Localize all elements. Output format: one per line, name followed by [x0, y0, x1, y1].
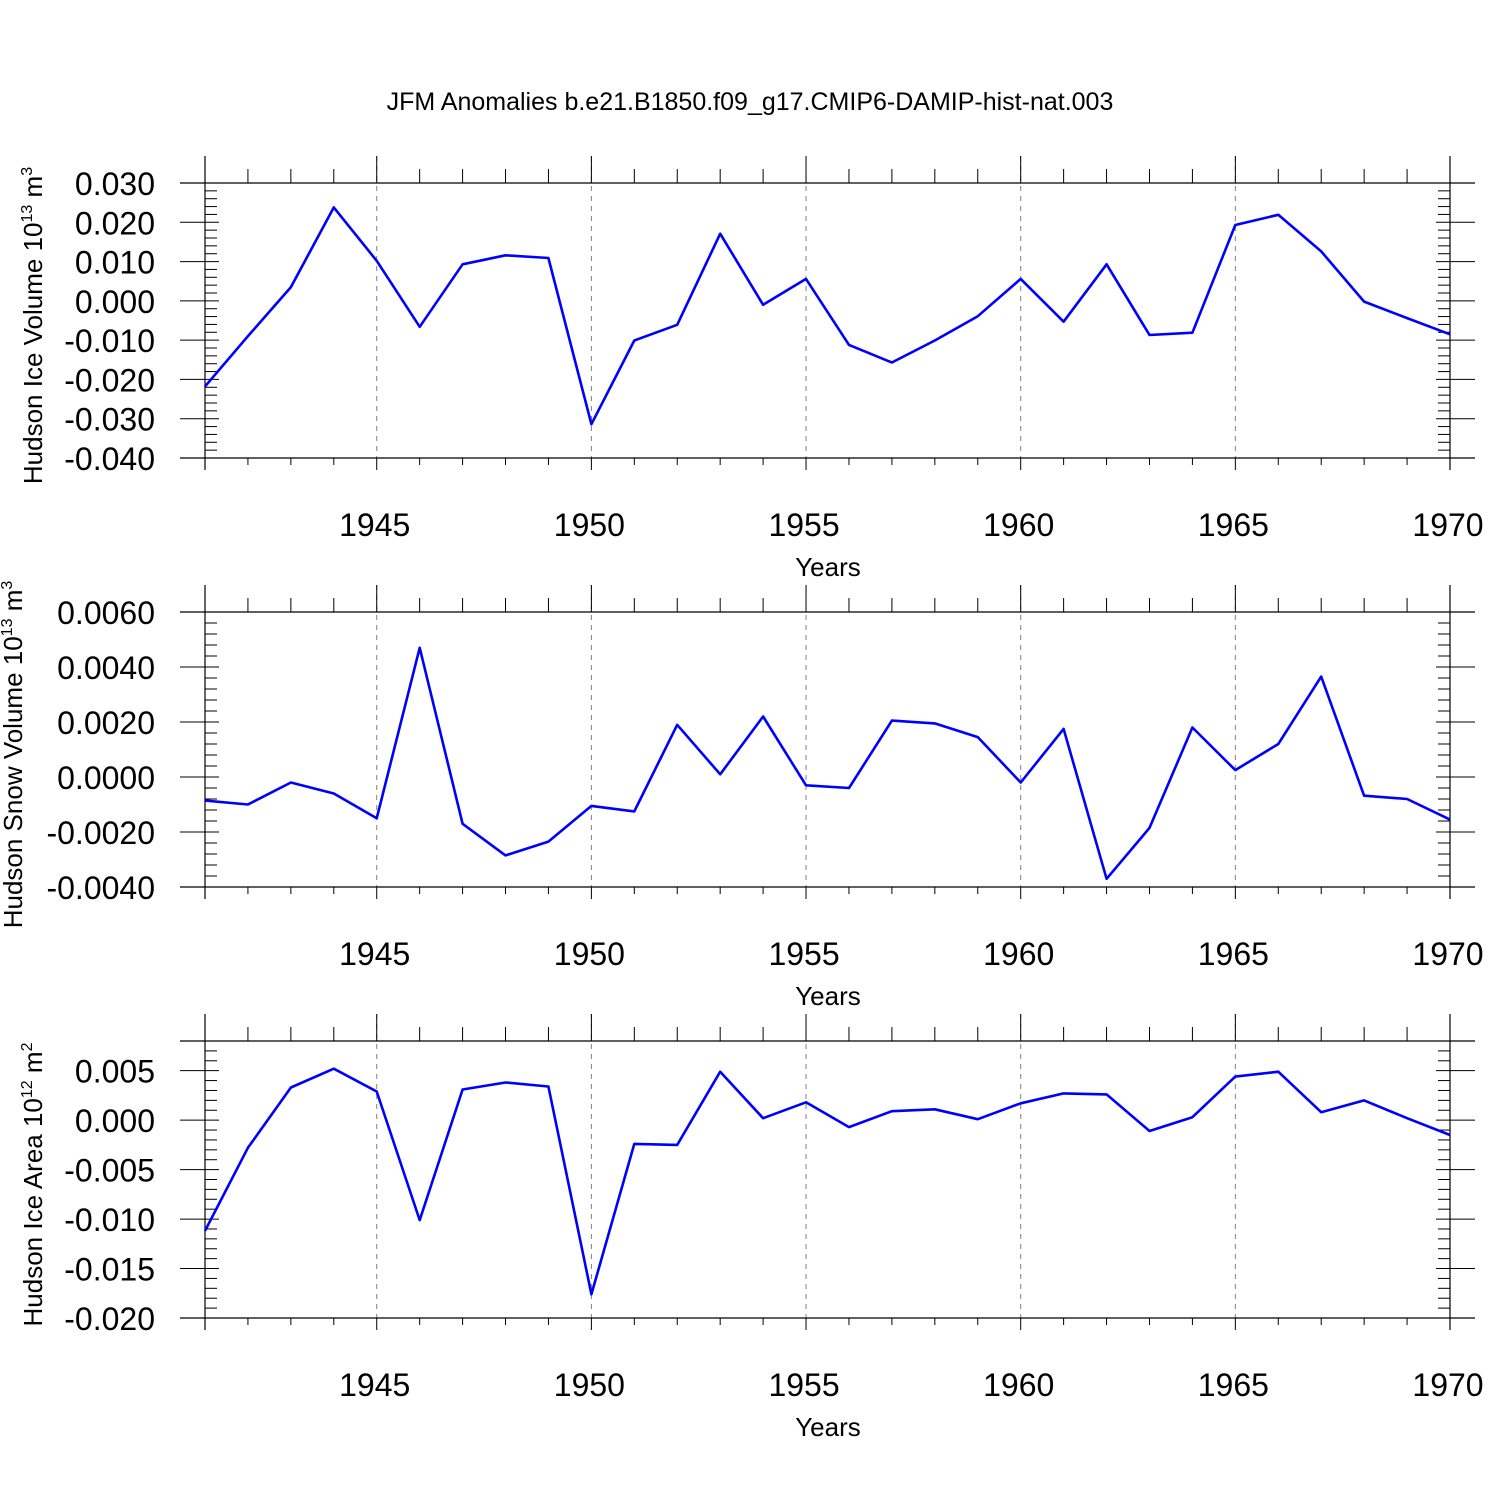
ice-area-ytick-label-3: -0.005	[64, 1153, 155, 1189]
ice-volume-ytick-label-2: -0.020	[64, 362, 155, 398]
snow-volume-xtick-label-1970: 1970	[1412, 936, 1483, 972]
snow-volume-xtick-label-1945: 1945	[339, 936, 410, 972]
snow-volume-x-axis-label: Years	[795, 981, 861, 1011]
panel-snow-volume: -0.0040 -0.0020 0.0000 0.0020 0.0040 0.0060 19…	[0, 581, 1484, 1011]
ice-area-ytick-label-2: -0.010	[64, 1202, 155, 1238]
ice-area-xtick-label-1970: 1970	[1412, 1367, 1483, 1403]
snow-volume-ytick-label-1: -0.0020	[46, 815, 155, 851]
ice-area-y-axis-label: Hudson Ice Area 1012 m2	[18, 1042, 48, 1326]
ice-volume-ytick-label-0: -0.040	[64, 441, 155, 477]
snow-volume-xtick-label-1960: 1960	[983, 936, 1054, 972]
ice-volume-xtick-label-1960: 1960	[983, 507, 1054, 543]
ice-area-x-axis-label: Years	[795, 1412, 861, 1442]
ice-area-xtick-label-1945: 1945	[339, 1367, 410, 1403]
ice-area-xtick-label-1955: 1955	[768, 1367, 839, 1403]
ice-volume-ytick-label-4: 0.000	[75, 284, 155, 320]
ice-volume-series-line	[204, 206, 1451, 426]
ice-area-xtick-label-1965: 1965	[1198, 1367, 1269, 1403]
snow-volume-ytick-label-4: 0.0040	[57, 650, 155, 686]
snow-volume-ytick-label-2: 0.0000	[57, 760, 155, 796]
ice-area-xtick-label-1950: 1950	[554, 1367, 625, 1403]
ice-area-ytick-label-1: -0.015	[64, 1252, 155, 1288]
snow-volume-ytick-label-0: -0.0040	[46, 870, 155, 906]
ice-volume-ytick-label-5: 0.010	[75, 245, 155, 281]
ice-volume-xtick-label-1955: 1955	[768, 507, 839, 543]
snow-volume-ytick-label-5: 0.0060	[57, 595, 155, 631]
ice-volume-ytick-label-6: 0.020	[75, 205, 155, 241]
ice-volume-y-axis-label: Hudson Ice Volume 1013 m3	[18, 167, 48, 484]
ice-volume-xtick-label-1970: 1970	[1412, 507, 1483, 543]
ice-volume-xtick-label-1965: 1965	[1198, 507, 1269, 543]
ice-volume-xtick-label-1950: 1950	[554, 507, 625, 543]
snow-volume-xtick-label-1955: 1955	[768, 936, 839, 972]
ice-volume-x-axis-label: Years	[795, 552, 861, 582]
ice-volume-ytick-label-3: -0.010	[64, 323, 155, 359]
snow-volume-ytick-label-3: 0.0020	[57, 705, 155, 741]
ice-area-series-line	[203, 1067, 1451, 1296]
ice-area-ytick-label-0: -0.020	[64, 1301, 155, 1337]
chart-title: JFM Anomalies b.e21.B1850.f09_g17.CMIP6-…	[387, 88, 1114, 116]
ice-area-ytick-label-4: 0.000	[75, 1103, 155, 1139]
ice-volume-ytick-label-7: 0.030	[75, 166, 155, 202]
snow-volume-series-line	[204, 646, 1451, 881]
snow-volume-xtick-label-1965: 1965	[1198, 936, 1269, 972]
snow-volume-xtick-label-1950: 1950	[554, 936, 625, 972]
ice-volume-ytick-label-1: -0.030	[64, 402, 155, 438]
snow-volume-y-axis-label: Hudson Snow Volume 1013 m3	[0, 581, 28, 929]
ice-area-ytick-label-5: 0.005	[75, 1054, 155, 1090]
ice-area-xtick-label-1960: 1960	[983, 1367, 1054, 1403]
panel-ice-area: -0.020 -0.015 -0.010 -0.005 0.000 0.005 1945 19…	[18, 1014, 1484, 1442]
ice-volume-xtick-label-1945: 1945	[339, 507, 410, 543]
